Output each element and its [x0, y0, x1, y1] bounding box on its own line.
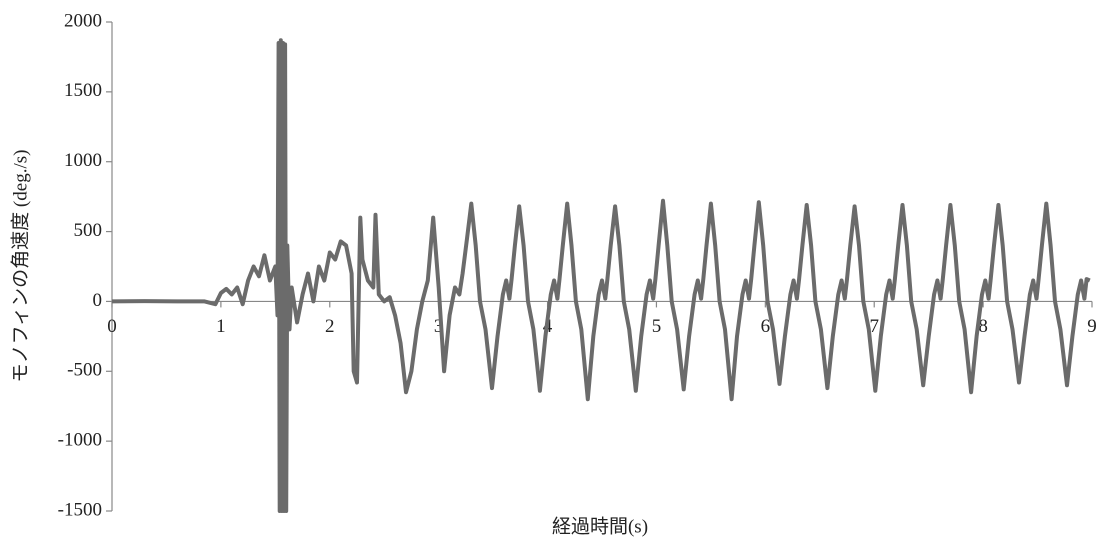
x-tick-label: 5 — [652, 316, 662, 337]
y-tick-label: -1000 — [58, 430, 102, 451]
y-tick-label: 1500 — [64, 80, 102, 101]
x-tick-label: 3 — [434, 316, 444, 337]
x-tick-label: 8 — [978, 316, 988, 337]
y-tick-label: 0 — [93, 290, 103, 311]
x-tick-label: 9 — [1087, 316, 1097, 337]
x-tick-label: 0 — [107, 316, 117, 337]
y-tick-label: 500 — [74, 220, 103, 241]
data-line — [111, 38, 1091, 513]
y-tick-label: 2000 — [64, 10, 102, 31]
x-tick-label: 6 — [761, 316, 771, 337]
x-tick-label: 1 — [216, 316, 226, 337]
y-tick-label: 1000 — [64, 150, 102, 171]
x-tick-label: 7 — [869, 316, 879, 337]
y-tick-label: -500 — [67, 360, 102, 381]
x-tick-label: 2 — [325, 316, 335, 337]
x-axis-title: 経過時間(s) — [552, 515, 648, 537]
y-axis-title: モノフィンの角速度 (deg./s) — [9, 150, 31, 383]
y-tick-label: -1500 — [58, 499, 102, 520]
